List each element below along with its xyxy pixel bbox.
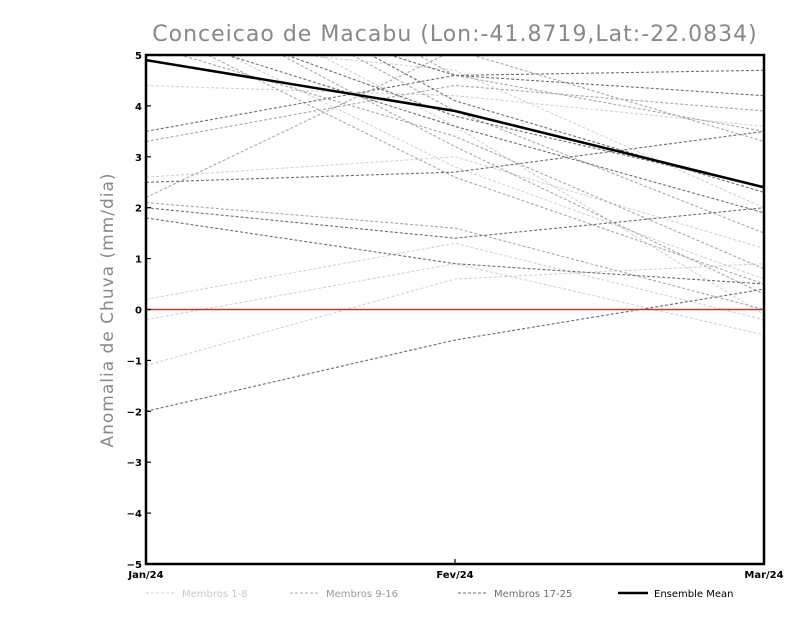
member-line-8 — [294, 55, 764, 209]
y-axis-label: Anomalia de Chuva (mm/dia) — [98, 172, 118, 447]
member-line-21 — [146, 288, 764, 412]
y-tick-label: 1 — [135, 255, 142, 266]
y-tick-label: 2 — [135, 204, 142, 215]
x-tick-label: Mar/24 — [744, 570, 783, 581]
member-line-4 — [146, 263, 764, 367]
series-layer — [146, 55, 764, 412]
member-line-9 — [146, 84, 764, 143]
member-line-20 — [146, 207, 764, 239]
member-line-2 — [146, 156, 764, 249]
member-line-1 — [146, 84, 764, 127]
y-tick-label: 0 — [135, 306, 142, 317]
y-tick-label: 4 — [135, 102, 142, 113]
y-axis-ticks: −5 −4 −3 −2 −1 0 1 2 3 4 5 — [127, 51, 151, 571]
x-axis-ticks: Jan/24 Fev/24 Mar/24 — [127, 559, 784, 581]
y-tick-label: 5 — [135, 51, 142, 62]
member-line-11 — [206, 55, 764, 285]
member-line-10 — [146, 55, 764, 198]
member-line-17 — [146, 69, 764, 132]
legend-label: Membros 17-25 — [494, 589, 572, 600]
member-line-16 — [178, 55, 764, 270]
legend-label: Membros 1-8 — [182, 589, 248, 600]
y-tick-label: 3 — [135, 153, 142, 164]
member-line-13 — [280, 55, 764, 295]
chart-title: Conceicao de Macabu (Lon:-41.8719,Lat:-2… — [152, 22, 757, 47]
legend: Membros 1-8 Membros 9-16 Membros 17-25 Ense… — [146, 589, 733, 600]
y-tick-label: −4 — [127, 509, 142, 520]
member-line-23 — [225, 55, 764, 214]
y-tick-label: −2 — [127, 407, 142, 418]
ensemble-mean-line — [146, 58, 764, 189]
legend-label: Membros 9-16 — [326, 589, 398, 600]
member-line-5 — [146, 263, 764, 336]
x-tick-label: Fev/24 — [436, 570, 473, 581]
x-tick-label: Jan/24 — [127, 570, 163, 581]
member-line-19 — [146, 217, 764, 285]
member-line-6 — [318, 55, 764, 316]
member-line-18 — [146, 130, 764, 183]
y-tick-label: −3 — [127, 458, 142, 469]
y-tick-label: −1 — [127, 356, 142, 367]
member-line-24 — [387, 55, 764, 97]
y-tick-label: −5 — [127, 560, 142, 571]
member-line-14 — [146, 202, 764, 311]
member-line-25 — [284, 55, 764, 188]
legend-label: Ensemble Mean — [654, 589, 733, 600]
member-line-3 — [146, 242, 764, 321]
mean-layer — [146, 58, 764, 189]
